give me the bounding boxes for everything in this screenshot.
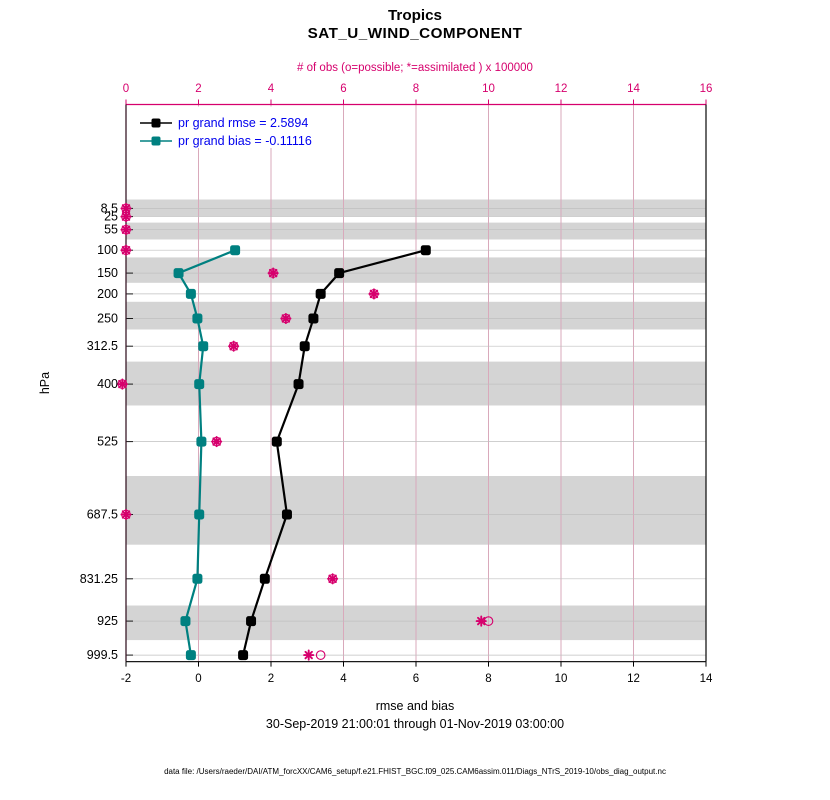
svg-text:250: 250 [97,312,118,326]
svg-text:999.5: 999.5 [87,648,118,662]
svg-text:525: 525 [97,435,118,449]
svg-text:hPa: hPa [38,372,52,394]
svg-text:12: 12 [555,83,568,95]
svg-text:400: 400 [97,377,118,391]
svg-text:16: 16 [700,83,713,95]
svg-text:-2: -2 [121,673,131,685]
svg-text:14: 14 [700,673,713,685]
svg-text:30-Sep-2019 21:00:01 through 0: 30-Sep-2019 21:00:01 through 01-Nov-2019… [266,717,564,731]
svg-text:8: 8 [413,83,419,95]
svg-text:312.5: 312.5 [87,339,118,353]
svg-text:200: 200 [97,287,118,301]
svg-text:25: 25 [104,210,118,224]
svg-text:pr grand rmse = 2.5894: pr grand rmse = 2.5894 [178,116,308,130]
svg-text:6: 6 [413,673,419,685]
svg-text:925: 925 [97,614,118,628]
svg-text:4: 4 [340,673,347,685]
svg-text:8: 8 [485,673,491,685]
svg-text:0: 0 [195,673,201,685]
svg-text:14: 14 [627,83,640,95]
svg-text:150: 150 [97,266,118,280]
svg-text:2: 2 [268,673,274,685]
svg-text:6: 6 [340,83,346,95]
svg-text:# of obs (o=possible; *=assimi: # of obs (o=possible; *=assimilated ) x … [297,62,533,74]
svg-text:4: 4 [268,83,275,95]
svg-text:2: 2 [195,83,201,95]
svg-text:10: 10 [482,83,495,95]
svg-text:100: 100 [97,243,118,257]
svg-text:0: 0 [123,83,129,95]
svg-text:pr grand bias = -0.11116: pr grand bias = -0.11116 [178,134,312,148]
svg-text:data file: /Users/raeder/DAI/A: data file: /Users/raeder/DAI/ATM_forcXX/… [164,767,666,776]
svg-text:Tropics: Tropics [388,7,442,24]
svg-text:rmse and bias: rmse and bias [376,699,455,713]
svg-text:55: 55 [104,223,118,237]
svg-text:831.25: 831.25 [80,572,118,586]
svg-text:12: 12 [627,673,640,685]
svg-text:687.5: 687.5 [87,508,118,522]
svg-text:10: 10 [555,673,568,685]
svg-text:SAT_U_WIND_COMPONENT: SAT_U_WIND_COMPONENT [308,25,523,42]
